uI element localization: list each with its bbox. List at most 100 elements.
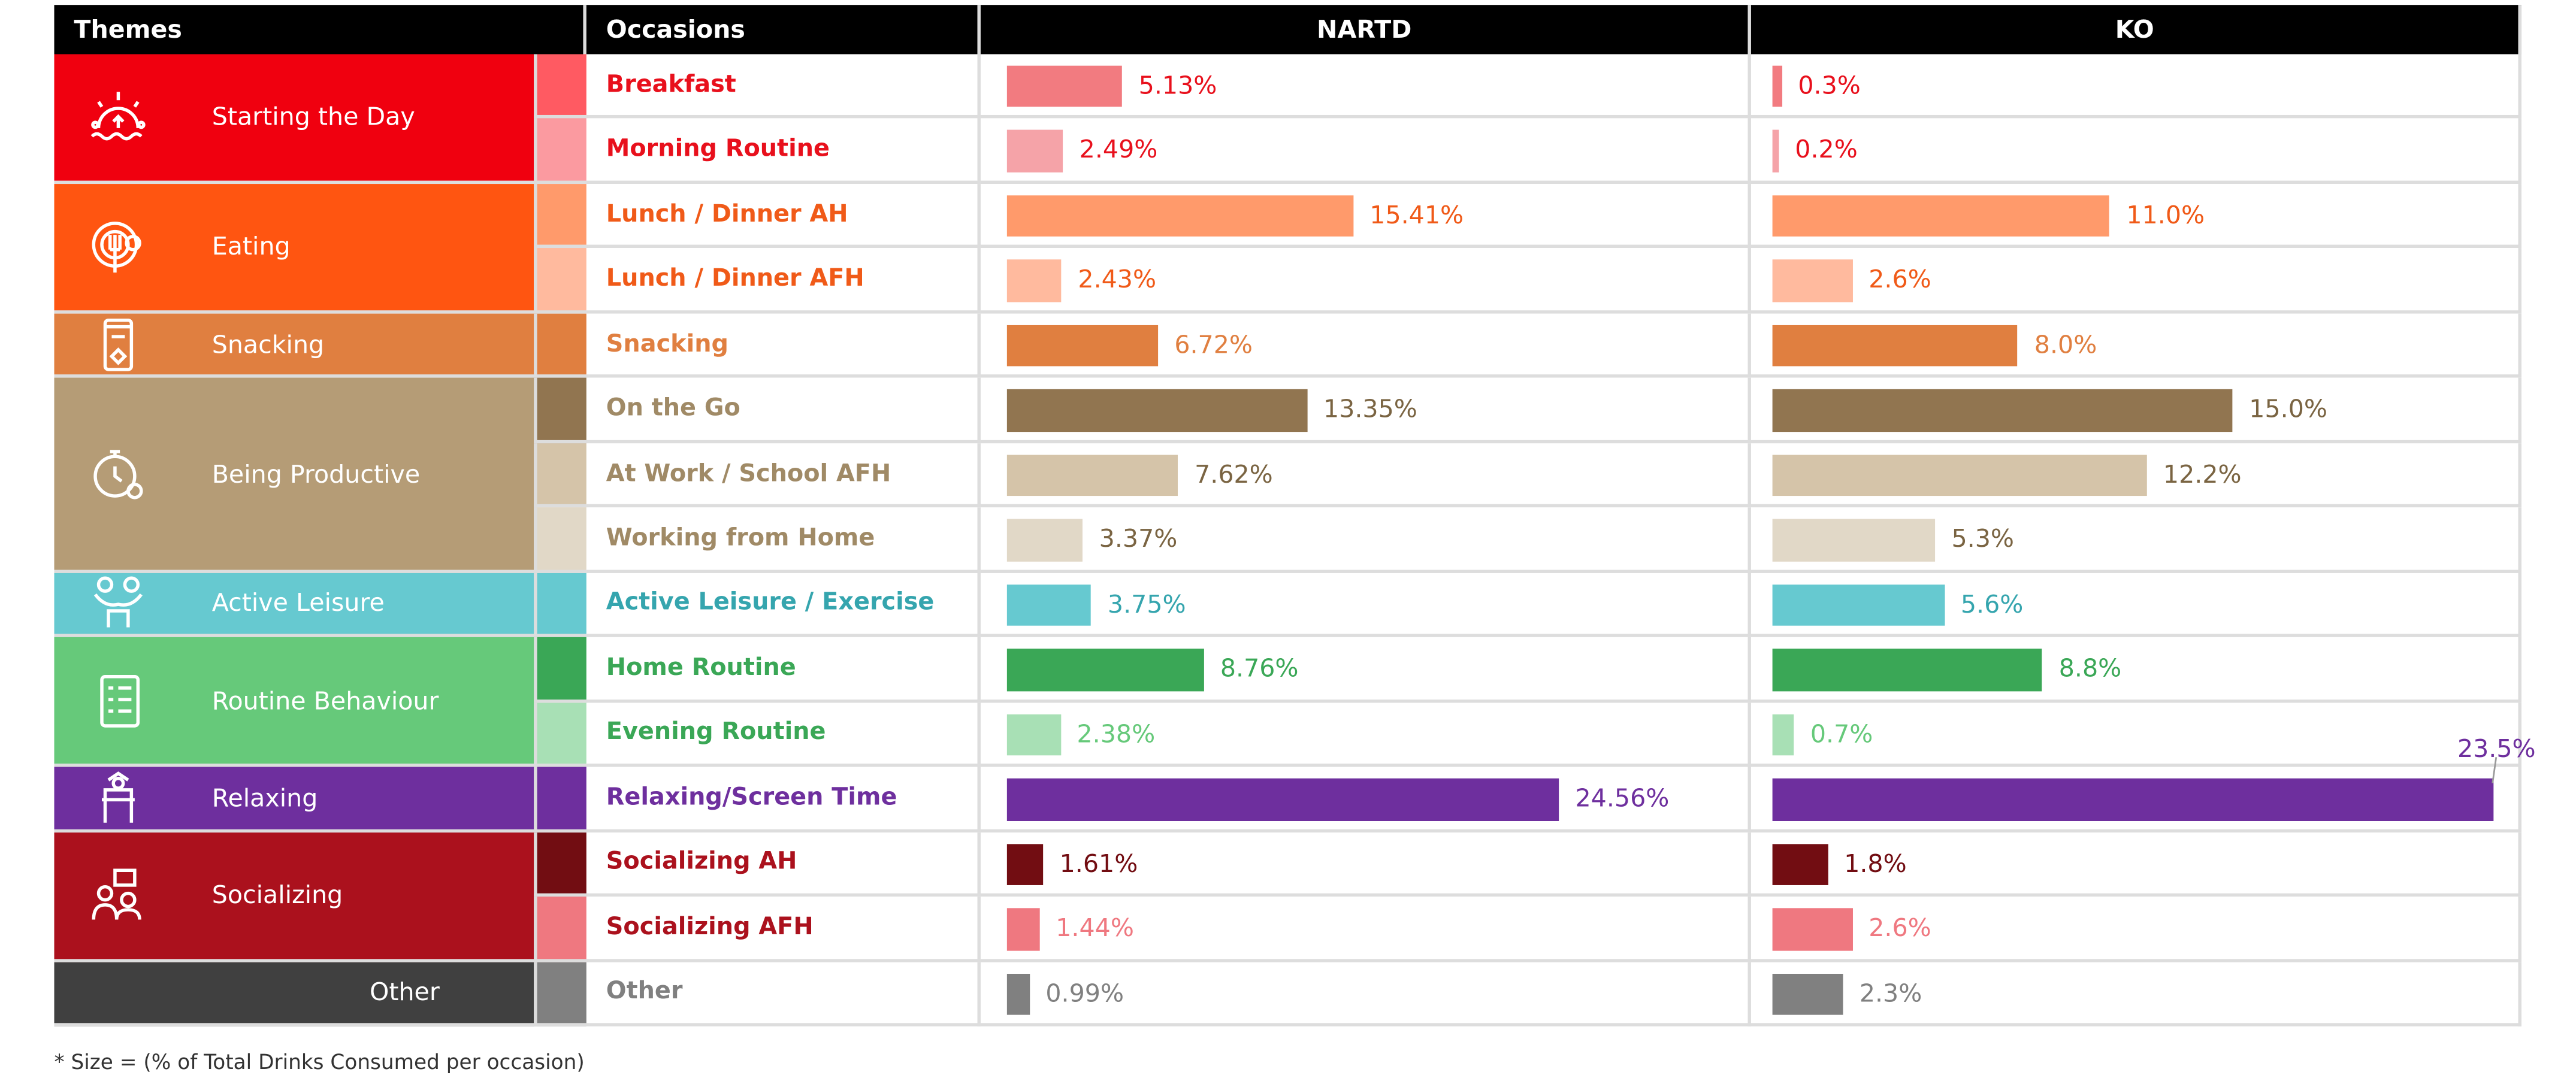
value-label-nartd: 3.75%: [1107, 589, 1186, 619]
swatch: [534, 378, 586, 443]
theme-label: Starting the Day: [211, 102, 415, 132]
bar-ko: [1772, 455, 2147, 496]
swatch: [534, 508, 586, 573]
occasion-label: Socializing AFH: [586, 897, 981, 962]
bar-ko: [1772, 973, 1843, 1015]
value-label-ko: 0.3%: [1798, 70, 1861, 101]
theme-label: Relaxing: [211, 783, 318, 813]
plate-fork-icon: [84, 219, 153, 275]
bar-nartd: [1006, 519, 1083, 562]
theme-label: Snacking: [211, 329, 325, 359]
cell-nartd: [980, 702, 1751, 767]
bar-ko: [1772, 519, 1936, 562]
cell-ko: [1750, 702, 2521, 767]
swatch: [534, 832, 586, 897]
value-label-ko: 15.0%: [2249, 395, 2327, 425]
occasion-label: Other: [586, 961, 981, 1026]
cell-ko: [1750, 249, 2521, 314]
value-label-nartd: 8.76%: [1220, 653, 1299, 684]
bar-nartd: [1006, 389, 1307, 432]
bar-nartd: [1006, 973, 1029, 1015]
value-label-ko: 0.2%: [1795, 135, 1858, 165]
cell-ko: [1750, 119, 2521, 184]
value-label-nartd: 24.56%: [1575, 783, 1670, 813]
bar-ko: [1772, 779, 2494, 820]
people-exercise-icon: [84, 576, 153, 631]
stopwatch-gear-icon: [84, 446, 153, 502]
occasion-label: Working from Home: [586, 508, 981, 573]
value-label-nartd: 2.43%: [1078, 265, 1157, 295]
cell-nartd: [980, 183, 1751, 249]
bar-ko: [1772, 195, 2111, 237]
snack-bag-icon: [84, 316, 153, 372]
swatch: [534, 313, 586, 378]
bar-ko: [1772, 130, 1779, 172]
occasion-label: Lunch / Dinner AFH: [586, 249, 981, 314]
value-label-nartd: 2.38%: [1077, 719, 1156, 749]
bar-ko: [1772, 713, 1794, 756]
bar-nartd: [1006, 584, 1092, 626]
value-label-ko: 2.6%: [1868, 913, 1931, 943]
value-label-ko: 11.0%: [2126, 200, 2205, 230]
bar-ko: [1772, 584, 1945, 626]
theme-label: Routine Behaviour: [211, 686, 439, 716]
sunrise-icon: [84, 89, 153, 145]
theme-socializing: Socializing: [54, 832, 534, 962]
bar-nartd: [1006, 195, 1353, 237]
bar-nartd: [1006, 649, 1204, 691]
swatch: [534, 249, 586, 314]
value-label-nartd: 5.13%: [1138, 70, 1217, 101]
theme-label: Socializing: [211, 880, 343, 910]
cell-ko: [1750, 961, 2521, 1026]
bar-ko: [1772, 649, 2043, 691]
bar-nartd: [1006, 325, 1158, 367]
bar-nartd: [1006, 260, 1062, 302]
occasion-label: Evening Routine: [586, 702, 981, 767]
bar-nartd: [1006, 843, 1044, 886]
value-label-ko: 1.8%: [1844, 848, 1907, 878]
cell-nartd: [980, 573, 1751, 638]
theme-routine-behaviour: Routine Behaviour: [54, 637, 534, 767]
theme-starting-the-day: Starting the Day: [54, 54, 534, 184]
bar-nartd: [1006, 130, 1063, 172]
theme-other: Other: [54, 961, 534, 1026]
value-label-nartd: 15.41%: [1369, 200, 1464, 230]
theme-label: Being Productive: [211, 459, 421, 489]
value-label-ko: 8.8%: [2058, 653, 2122, 684]
swatch: [534, 767, 586, 832]
swatch: [534, 119, 586, 184]
swatch: [534, 443, 586, 508]
swatch: [534, 54, 586, 119]
occasion-label: Home Routine: [586, 637, 981, 702]
footnote: * Size = (% of Total Drinks Consumed per…: [54, 1049, 585, 1074]
value-label-nartd: 3.37%: [1099, 524, 1178, 554]
value-label-ko: 2.6%: [1868, 265, 1931, 295]
value-label-nartd: 1.61%: [1059, 848, 1138, 878]
theme-eating: Eating: [54, 183, 534, 314]
value-label-ko: 5.3%: [1951, 524, 2014, 554]
occasion-label: Morning Routine: [586, 119, 981, 184]
theme-relaxing: Relaxing: [54, 767, 534, 832]
value-label-nartd: 2.49%: [1079, 135, 1158, 165]
lounge-chair-icon: [84, 770, 153, 826]
bar-ko: [1772, 389, 2233, 432]
swatch: [534, 183, 586, 249]
theme-active-leisure: Active Leisure: [54, 573, 534, 638]
bar-ko: [1772, 325, 2018, 367]
bar-ko: [1772, 65, 1782, 108]
occasion-label: Active Leisure / Exercise: [586, 573, 981, 638]
swatch: [534, 573, 586, 638]
cell-ko: [1750, 832, 2521, 897]
cell-nartd: [980, 119, 1751, 184]
cell-nartd: [980, 249, 1751, 314]
occasion-label: Snacking: [586, 313, 981, 378]
value-label-ko: 2.3%: [1859, 978, 1922, 1008]
bar-nartd: [1006, 713, 1061, 756]
occasion-label: Breakfast: [586, 54, 981, 119]
no-icon: [84, 964, 153, 1020]
header-occasions: Occasions: [586, 5, 981, 54]
swatch: [534, 897, 586, 962]
cell-nartd: [980, 508, 1751, 573]
header-nartd: NARTD: [980, 5, 1751, 54]
swatch: [534, 702, 586, 767]
